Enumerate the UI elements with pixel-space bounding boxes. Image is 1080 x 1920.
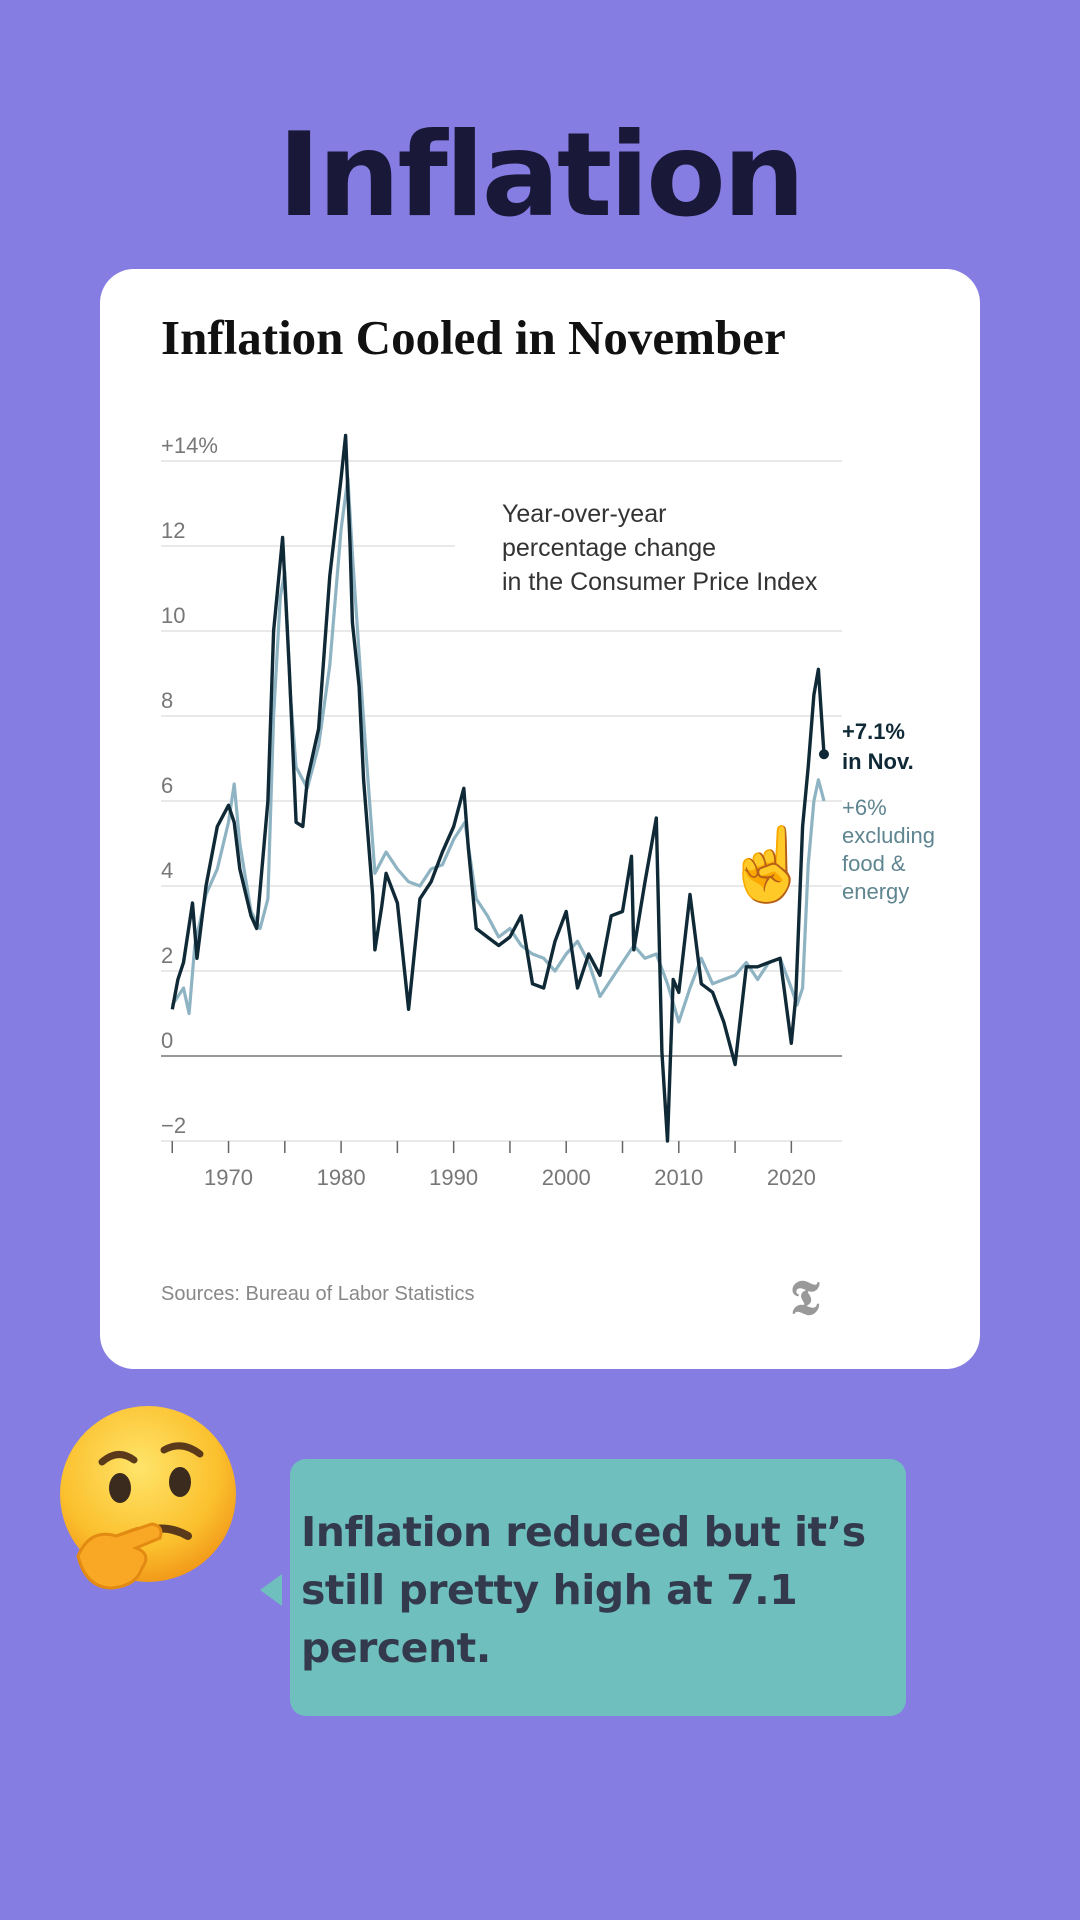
cpi-all-items-line bbox=[170, 433, 826, 1143]
x-tick-label-0: 1970 bbox=[204, 1165, 253, 1190]
cpi-core-line bbox=[170, 476, 826, 1024]
x-axis-ticks: 1970 1980 1990 2000 2010 2020 bbox=[171, 1141, 816, 1190]
series-lines bbox=[170, 433, 829, 1143]
speech-bubble-tail bbox=[260, 1574, 282, 1606]
y-tick-label-4: 6 bbox=[161, 773, 173, 798]
core-value-label: +6% bbox=[842, 795, 887, 820]
core-label-line-3: food & bbox=[842, 851, 906, 876]
y-tick-label-1: 12 bbox=[161, 518, 185, 543]
core-label-line-4: energy bbox=[842, 879, 909, 904]
headline-month-label: in Nov. bbox=[842, 749, 914, 774]
inflation-line-chart: Inflation Cooled in November +14% 12 10 8 6 4… bbox=[161, 310, 935, 1325]
y-tick-label-7: 0 bbox=[161, 1028, 173, 1053]
speech-bubble-text: Inflation reduced but it’s still pretty … bbox=[301, 1508, 866, 1672]
chart-source: Sources: Bureau of Labor Statistics bbox=[161, 1283, 475, 1305]
chart-annotation: Year-over-year percentage change in the … bbox=[502, 500, 818, 596]
y-tick-label-3: 8 bbox=[161, 688, 173, 713]
nyt-logo: 𝕿 bbox=[790, 1272, 820, 1325]
chart-title: Inflation Cooled in November bbox=[161, 310, 786, 365]
y-tick-label-6: 2 bbox=[161, 943, 173, 968]
x-tick-label-3: 2000 bbox=[542, 1165, 591, 1190]
annotation-line-2: percentage change bbox=[502, 534, 716, 562]
x-tick-label-5: 2020 bbox=[767, 1165, 816, 1190]
gridlines bbox=[161, 460, 842, 1142]
x-tick-label-2: 1990 bbox=[429, 1165, 478, 1190]
core-label-line-2: excluding bbox=[842, 823, 935, 848]
y-tick-label-5: 4 bbox=[161, 858, 173, 883]
end-label-core: +6% excluding food & energy bbox=[842, 795, 935, 904]
x-tick-label-1: 1980 bbox=[317, 1165, 366, 1190]
annotation-line-3: in the Consumer Price Index bbox=[502, 568, 818, 596]
y-tick-label-8: −2 bbox=[161, 1113, 186, 1138]
y-tick-label-2: 10 bbox=[161, 603, 185, 628]
chart-card: Inflation Cooled in November +14% 12 10 8 6 4… bbox=[100, 269, 980, 1369]
headline-value-label: +7.1% bbox=[842, 719, 905, 744]
thinking-face-emoji bbox=[56, 1404, 240, 1594]
speech-bubble: Inflation reduced but it’s still pretty … bbox=[290, 1459, 906, 1716]
y-axis-ticks: +14% 12 10 8 6 4 2 0 −2 bbox=[161, 433, 218, 1138]
latest-value-dot bbox=[818, 749, 829, 760]
page-title: Inflation bbox=[277, 108, 806, 243]
y-tick-label-0: +14% bbox=[161, 433, 218, 458]
end-label-headline: +7.1% in Nov. bbox=[842, 719, 914, 774]
pointing-finger-emoji: ☝️ bbox=[723, 821, 813, 907]
x-tick-label-4: 2010 bbox=[654, 1165, 703, 1190]
annotation-line-1: Year-over-year bbox=[502, 500, 666, 528]
